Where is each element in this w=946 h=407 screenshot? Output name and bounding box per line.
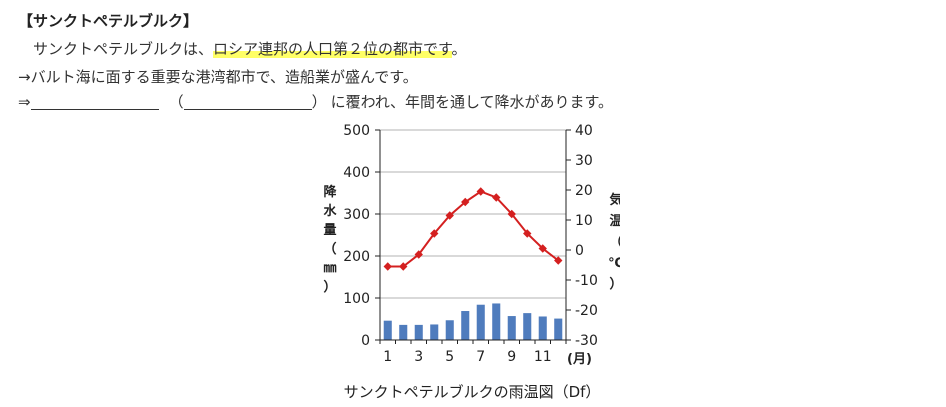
left-tick-label: 400 — [343, 165, 370, 181]
port-line: →バルト海に面する重要な港湾都市で、造船業が盛んです。 — [18, 68, 418, 86]
precip-bar — [414, 324, 423, 340]
temperature-line — [387, 190, 559, 268]
precip-bar — [445, 320, 454, 340]
right-tick-label: 40 — [575, 123, 593, 139]
temperature-point — [383, 262, 392, 271]
intro-suffix: 。 — [451, 40, 467, 58]
right-axis-title: 気温（℃） — [608, 192, 620, 292]
intro-line: サンクトペテルブルクは、ロシア連邦の人口第２位の都市です。 — [18, 38, 467, 60]
precip-bar — [507, 316, 516, 340]
climate-chart-svg: 0 100 200 300 400 500 -30 -20 -10 0 10 20 30 40 1 3 5 7 9 1… — [323, 123, 623, 401]
precip-bar — [430, 324, 439, 340]
temperature-point — [523, 229, 532, 238]
x-tick-label: 7 — [476, 349, 485, 365]
paren-open: （ — [168, 93, 184, 111]
temperature-point — [414, 250, 423, 259]
x-tick-label: 5 — [445, 349, 454, 365]
precip-bar — [554, 318, 563, 340]
left-tick-label: 500 — [343, 123, 370, 139]
temperature-point — [476, 187, 485, 196]
left-tick-label: 200 — [343, 249, 370, 265]
blank-2[interactable] — [183, 93, 312, 110]
temperature-point — [538, 244, 547, 253]
precip-bar — [383, 320, 392, 340]
section-heading: 【サンクトペテルブルク】 — [18, 12, 199, 30]
chart-caption: サンクトペテルブルクの雨温図（Df） — [344, 383, 601, 401]
temperature-point — [554, 256, 563, 265]
climate-chart: 0 100 200 300 400 500 -30 -20 -10 0 10 20 30 40 1 3 5 7 9 1… — [310, 118, 623, 403]
right-tick-label: -30 — [575, 333, 598, 349]
left-tick-label: 0 — [361, 333, 370, 349]
left-tick-label: 300 — [343, 207, 370, 223]
left-axis-title: 降水量（㎜） — [323, 184, 337, 295]
right-tick-label: -20 — [575, 303, 598, 319]
precip-bar — [476, 304, 485, 340]
temperature-point — [461, 197, 470, 207]
right-tick-label: 10 — [575, 213, 593, 229]
precip-bar — [538, 316, 547, 340]
x-tick-label: 9 — [507, 349, 516, 365]
temperature-point — [399, 262, 408, 271]
temperature-point — [445, 211, 454, 220]
x-unit-label: (月) — [567, 352, 592, 367]
right-tick-label: 20 — [575, 183, 593, 199]
climate-line: ⇒ （ ）に覆われ、年間を通して降水があります。 — [18, 91, 613, 113]
right-tick-label: 30 — [575, 153, 593, 169]
temperature-point — [492, 193, 501, 202]
temperature-point — [430, 229, 439, 238]
x-tick-label: 11 — [534, 349, 552, 365]
x-tick-label: 3 — [414, 349, 423, 365]
blank-1[interactable] — [30, 93, 159, 110]
temperature-point — [507, 209, 516, 219]
highlighted-fact: ロシア連邦の人口第２位の都市です — [213, 40, 452, 58]
intro-prefix: サンクトペテルブルクは、 — [33, 40, 214, 58]
right-tick-label: 0 — [575, 243, 584, 259]
precip-bar — [523, 313, 532, 340]
right-tick-label: -10 — [575, 273, 598, 289]
precip-bar — [399, 324, 408, 340]
x-tick-label: 1 — [383, 349, 392, 365]
left-tick-label: 100 — [343, 291, 370, 307]
precip-bar — [492, 303, 501, 340]
climate-suffix: に覆われ、年間を通して降水があります。 — [330, 93, 614, 111]
precip-bar — [461, 311, 470, 340]
arrow-mark: ⇒ — [18, 93, 31, 111]
paren-close: ） — [311, 93, 327, 111]
